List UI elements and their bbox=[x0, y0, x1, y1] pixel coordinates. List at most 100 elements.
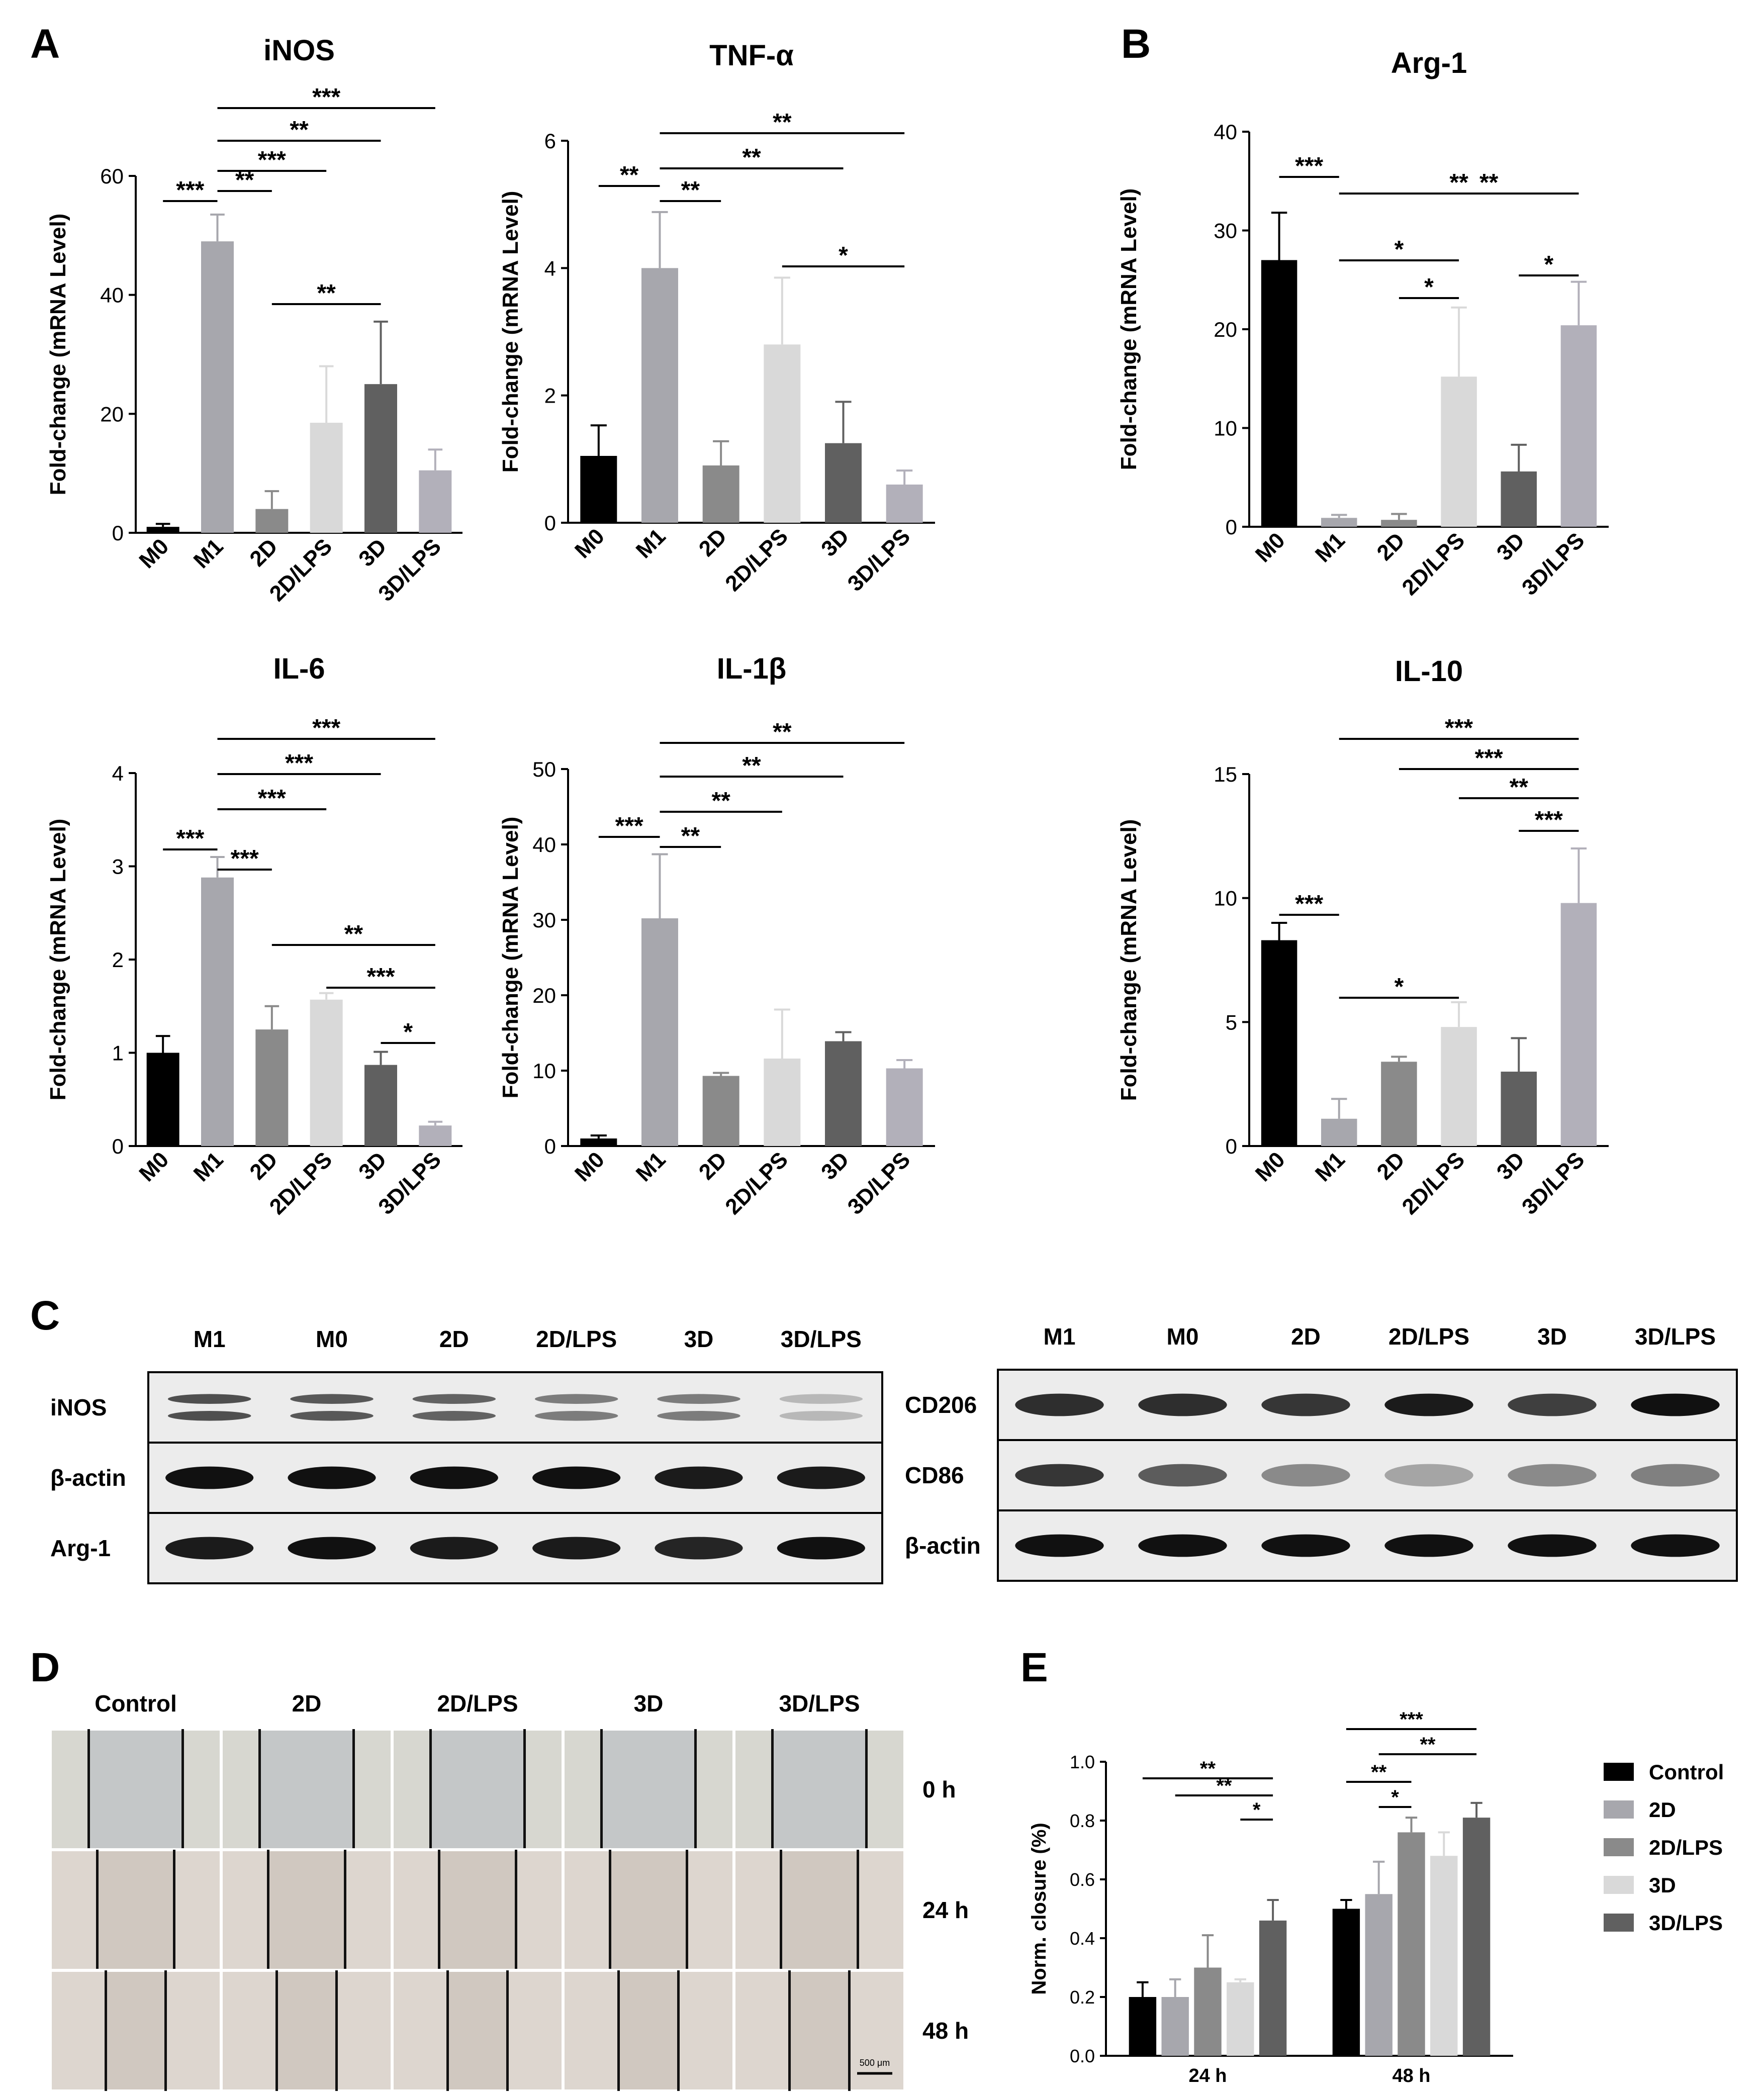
y-tick-label: 15 bbox=[1214, 763, 1237, 786]
legend-swatch bbox=[1604, 1763, 1634, 1781]
y-tick-label: 10 bbox=[1214, 417, 1237, 440]
significance-label: *** bbox=[366, 964, 395, 990]
blot-column-label: M1 bbox=[194, 1326, 226, 1352]
blot-band bbox=[412, 1394, 496, 1404]
significance-label: *** bbox=[258, 147, 286, 173]
panel-label-a: A bbox=[30, 21, 60, 67]
bar-2d-lps bbox=[1441, 376, 1477, 527]
scratch-gap bbox=[772, 1731, 867, 1848]
y-tick-label: 1.0 bbox=[1070, 1752, 1095, 1772]
significance-label: *** bbox=[258, 785, 286, 812]
scratch-gap bbox=[439, 1851, 516, 1969]
blot-band bbox=[532, 1466, 621, 1489]
chart-1: TNF-α Fold-change (mRNA Level) 0 2 4 6 M0 M1 2D2… bbox=[498, 39, 935, 596]
y-tick-label: 0 bbox=[112, 521, 124, 545]
blot-strip bbox=[997, 1439, 1738, 1511]
x-tick-label: 48 h bbox=[1392, 2065, 1430, 2086]
bar-control bbox=[1332, 1909, 1360, 2056]
significance-label: ** bbox=[773, 719, 792, 745]
bar-3d-lps bbox=[1560, 903, 1597, 1146]
bar-2d bbox=[702, 1076, 739, 1146]
significance-label: *** bbox=[1445, 715, 1473, 741]
migration-row-label: 0 h bbox=[922, 1776, 956, 1802]
blot-band bbox=[1508, 1534, 1597, 1557]
x-tick-label: 2D bbox=[1372, 528, 1410, 565]
chart-4: IL-1β Fold-change (mRNA Level) 0 10 20 30 40 50… bbox=[498, 652, 935, 1219]
x-tick-label: 2D/LPS bbox=[1398, 528, 1470, 600]
blot-row-label: Arg-1 bbox=[50, 1535, 111, 1561]
chart-title: Arg-1 bbox=[1391, 47, 1467, 79]
blot-row-label: β-actin bbox=[905, 1533, 981, 1559]
chart-title: IL-1β bbox=[717, 652, 787, 685]
y-tick-label: 50 bbox=[532, 757, 556, 781]
x-tick-label: M1 bbox=[189, 534, 228, 573]
significance-label: * bbox=[1253, 1799, 1261, 1821]
bar-2d-lps bbox=[1398, 1832, 1425, 2056]
y-tick-label: 4 bbox=[112, 762, 124, 785]
blot-band bbox=[410, 1537, 498, 1560]
x-tick-label: 2D/LPS bbox=[720, 524, 793, 596]
significance-label: ** bbox=[317, 280, 336, 307]
y-tick-label: 1 bbox=[112, 1041, 124, 1065]
legend-swatch bbox=[1604, 1800, 1634, 1819]
significance-label: *** bbox=[615, 813, 643, 839]
significance-label: *** bbox=[312, 84, 340, 111]
significance-label: *** bbox=[285, 750, 313, 777]
y-axis-label: Fold-change (mRNA Level) bbox=[498, 191, 523, 473]
western-blot-left: M1 M0 2D 2D/LPS 3D 3D/LPS iNOS β-actin Arg-1 bbox=[50, 1326, 883, 1584]
migration-column-label: 2D bbox=[292, 1690, 322, 1717]
legend-label: Control bbox=[1649, 1760, 1724, 1784]
bar-3d bbox=[825, 1041, 862, 1146]
blot-band bbox=[534, 1394, 618, 1404]
y-axis-label: Fold-change (mRNA Level) bbox=[1117, 819, 1141, 1101]
blot-band bbox=[412, 1411, 496, 1421]
bar-m0 bbox=[580, 456, 617, 523]
x-tick-label: 3D/LPS bbox=[843, 524, 915, 596]
blot-band bbox=[1631, 1393, 1720, 1416]
bar-m0 bbox=[146, 1053, 179, 1146]
bar-2d bbox=[1365, 1894, 1392, 2056]
x-tick-label: 2D/LPS bbox=[1398, 1147, 1470, 1219]
blot-band bbox=[167, 1394, 251, 1404]
bar-3d-lps bbox=[419, 1125, 452, 1146]
significance-label: ** bbox=[1479, 169, 1499, 196]
blot-column-label: 2D/LPS bbox=[536, 1326, 617, 1352]
bar-3d bbox=[1430, 1856, 1458, 2056]
y-tick-label: 2 bbox=[544, 384, 556, 408]
blot-band bbox=[534, 1411, 618, 1421]
migration-column-label: 3D/LPS bbox=[779, 1690, 860, 1717]
migration-panel: Control 2D 2D/LPS 3D 3D/LPS 0 h 24 h 48 h 500 μm bbox=[49, 1690, 969, 2092]
y-tick-label: 0.4 bbox=[1070, 1928, 1095, 1949]
legend-swatch bbox=[1604, 1914, 1634, 1932]
blot-band bbox=[1631, 1534, 1720, 1557]
scratch-gap bbox=[88, 1731, 183, 1848]
y-axis-label: Norm. closure (%) bbox=[1028, 1823, 1050, 1994]
blot-row-label: CD206 bbox=[905, 1392, 977, 1418]
blot-band bbox=[290, 1394, 374, 1404]
significance-label: ** bbox=[742, 144, 761, 171]
bar-2d bbox=[1381, 1062, 1417, 1146]
significance-label: ** bbox=[742, 752, 761, 779]
significance-label: * bbox=[1395, 974, 1404, 1000]
y-tick-label: 6 bbox=[544, 129, 556, 153]
scratch-gap bbox=[610, 1851, 687, 1969]
legend-label: 2D/LPS bbox=[1649, 1836, 1723, 1859]
scratch-gap bbox=[430, 1731, 525, 1848]
blot-strip bbox=[147, 1371, 883, 1444]
bar-m0 bbox=[580, 1138, 617, 1146]
bar-3d-lps bbox=[1462, 1818, 1491, 2056]
x-tick-label: 2D bbox=[1372, 1147, 1410, 1184]
y-tick-label: 10 bbox=[532, 1059, 556, 1083]
significance-label: * bbox=[403, 1019, 413, 1045]
blot-strip bbox=[147, 1442, 883, 1514]
bar-3d bbox=[364, 1065, 397, 1146]
panel-label-b: B bbox=[1121, 21, 1151, 67]
x-tick-label: 3D bbox=[816, 1147, 854, 1184]
x-tick-label: 3D bbox=[354, 1147, 391, 1184]
blot-column-label: 2D bbox=[439, 1326, 469, 1352]
scratch-gap bbox=[106, 1972, 166, 2089]
x-tick-label: 3D bbox=[354, 534, 391, 571]
bar-3d bbox=[1501, 471, 1537, 527]
blot-column-label: 2D/LPS bbox=[1388, 1323, 1469, 1350]
